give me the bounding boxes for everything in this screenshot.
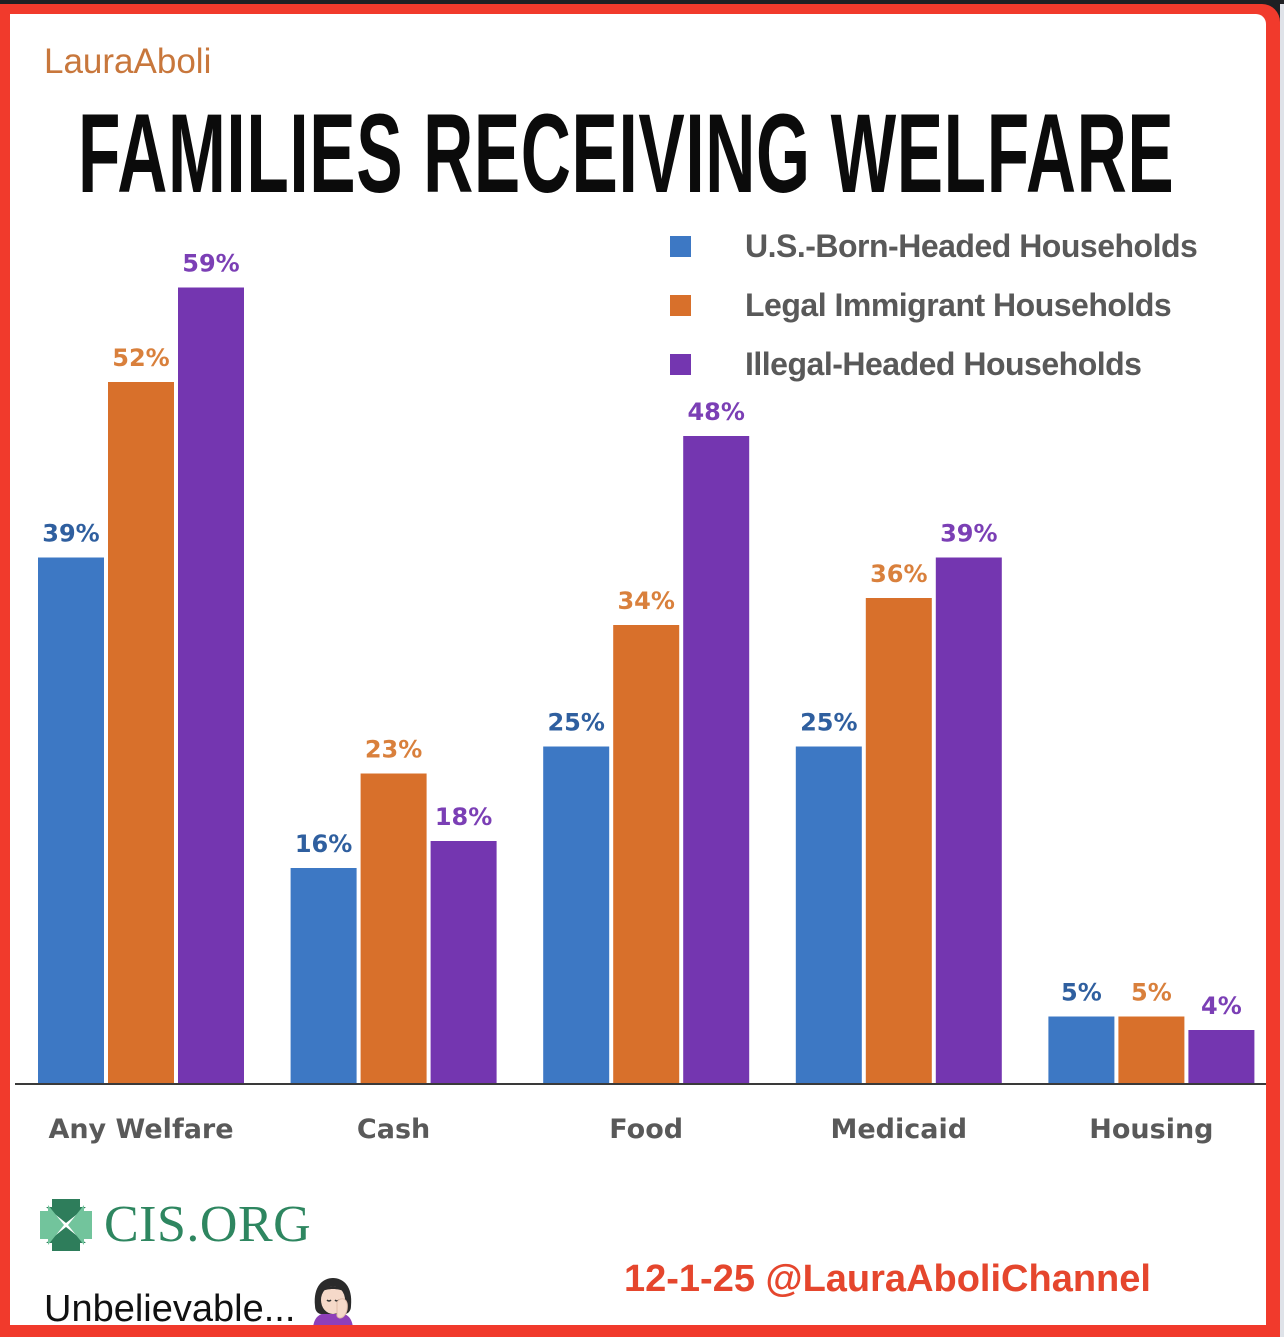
bar-illegal-medicaid [935, 557, 1002, 1084]
bar-illegal-cash [430, 841, 497, 1084]
bar-legal-cash [360, 773, 427, 1084]
bars-group [38, 287, 1255, 1084]
window-edge [1280, 4, 1284, 1337]
bar-legal-medicaid [865, 598, 932, 1084]
category-label-medicaid: Medicaid [831, 1114, 968, 1145]
legend-label-us-born: U.S.-Born-Headed Households [745, 227, 1198, 264]
bar-legal-housing [1118, 1016, 1185, 1084]
bar-us-born-medicaid [795, 746, 862, 1084]
value-labels-group: 39% 52% 59% 16% 23% 18% 25% 34% 48% 25% 36% 39% 5% 5%… [42, 250, 1242, 1021]
value-label-us-born-medicaid: 25% [800, 709, 857, 737]
post-card: LauraAboli FAMILIES RECEIVING WELFARE 39… [10, 14, 1266, 1325]
value-label-us-born-any-welfare: 39% [42, 520, 99, 548]
legend-item-illegal: Illegal-Headed Households [670, 344, 1142, 384]
legend-swatch-illegal [670, 353, 691, 375]
facepalm-emoji-icon [307, 1276, 359, 1325]
credit-line: 12-1-25 @LauraAboliChannel [624, 1258, 1151, 1300]
cis-logo: CIS.ORG [38, 1195, 311, 1255]
legend-label-illegal: Illegal-Headed Households [745, 345, 1142, 382]
value-label-illegal-cash: 18% [435, 803, 492, 831]
value-label-legal-food: 34% [617, 587, 674, 615]
bar-chart: 39% 52% 59% 16% 23% 18% 25% 34% 48% 25% 36% 39% 5% 5%… [15, 250, 1266, 1145]
bar-illegal-food [683, 436, 750, 1084]
legend-item-legal: Legal Immigrant Households [670, 285, 1172, 325]
value-label-illegal-any-welfare: 59% [182, 250, 239, 278]
legend-swatch-us-born [670, 235, 691, 257]
category-label-cash: Cash [357, 1114, 430, 1145]
bar-us-born-food [543, 746, 610, 1084]
value-label-us-born-housing: 5% [1061, 979, 1102, 1007]
value-label-legal-medicaid: 36% [870, 560, 927, 588]
value-label-legal-any-welfare: 52% [112, 344, 169, 372]
post-caption: Unbelievable... [44, 1276, 359, 1325]
cis-logo-text: CIS.ORG [104, 1196, 312, 1253]
bar-us-born-housing [1048, 1016, 1115, 1084]
bar-us-born-any-welfare [38, 557, 104, 1084]
value-label-illegal-medicaid: 39% [940, 520, 997, 548]
caption-text: Unbelievable... [44, 1287, 296, 1326]
category-label-any-welfare: Any Welfare [48, 1114, 233, 1145]
value-label-us-born-cash: 16% [295, 830, 352, 858]
value-label-us-born-food: 25% [547, 709, 604, 737]
value-label-illegal-food: 48% [687, 398, 744, 426]
bar-legal-any-welfare [108, 382, 174, 1084]
chart-title: FAMILIES RECEIVING WELFARE [78, 91, 1175, 216]
bar-illegal-any-welfare [178, 287, 244, 1084]
legend-label-legal: Legal Immigrant Households [745, 286, 1172, 323]
legend-swatch-legal [670, 294, 691, 316]
value-label-legal-housing: 5% [1131, 979, 1172, 1007]
cis-logo-icon [40, 1199, 92, 1251]
value-label-legal-cash: 23% [365, 736, 422, 764]
value-label-illegal-housing: 4% [1201, 992, 1242, 1020]
bar-us-born-cash [290, 868, 357, 1084]
bar-legal-food [613, 625, 680, 1084]
legend-item-us-born: U.S.-Born-Headed Households [670, 226, 1198, 266]
bar-illegal-housing [1188, 1030, 1255, 1084]
category-label-housing: Housing [1089, 1114, 1213, 1145]
category-labels-group: Any Welfare Cash Food Medicaid Housing [48, 1114, 1213, 1145]
category-label-food: Food [609, 1114, 683, 1145]
brand-label: LauraAboli [44, 42, 212, 81]
